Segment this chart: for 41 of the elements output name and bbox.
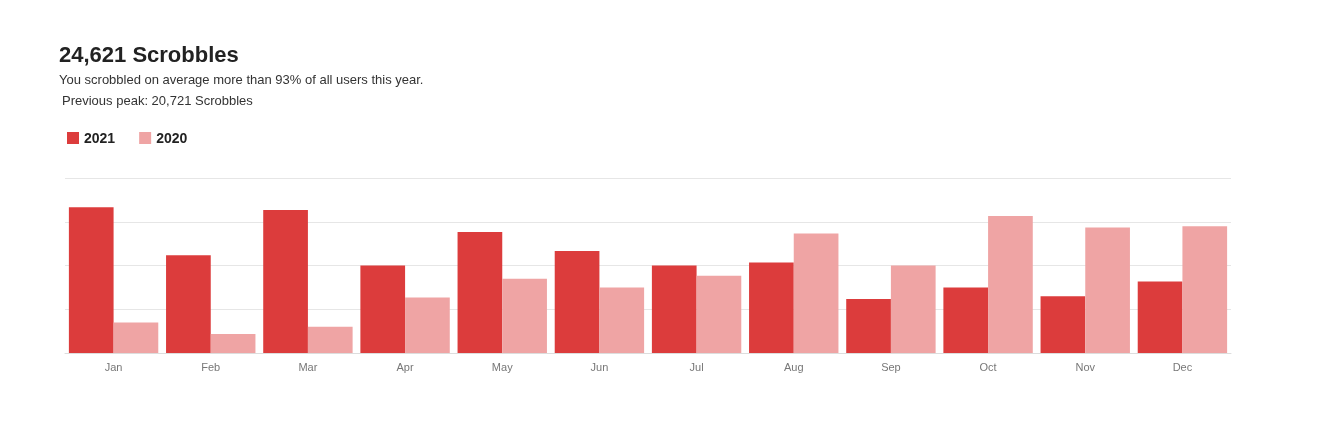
bar bbox=[749, 262, 794, 353]
bar bbox=[166, 255, 211, 353]
bar bbox=[1182, 226, 1228, 353]
bar bbox=[651, 265, 697, 353]
x-tick-label: Apr bbox=[396, 360, 414, 373]
bar bbox=[943, 287, 989, 353]
bar bbox=[210, 334, 256, 353]
x-tick-label: Jun bbox=[590, 360, 609, 373]
text: Previous peak: 20,721 Scrobbles bbox=[62, 93, 254, 108]
bar bbox=[360, 265, 406, 353]
x-tick-label: Feb bbox=[201, 360, 221, 373]
x-tick-label: Jul bbox=[689, 360, 704, 373]
bar bbox=[554, 250, 600, 353]
x-tick-label: Mar bbox=[298, 360, 318, 373]
bar bbox=[457, 231, 503, 353]
chart-subtitle: You scrobbled on average more than 93% of all users this year. bbox=[59, 72, 424, 87]
bar bbox=[263, 210, 308, 353]
bar bbox=[890, 265, 936, 353]
bar bbox=[502, 278, 547, 353]
x-tick-label: Jan bbox=[104, 360, 123, 373]
legend-label: 2021 bbox=[84, 130, 116, 146]
bar bbox=[1137, 281, 1183, 353]
x-tick-label: Dec bbox=[1172, 360, 1193, 373]
bar bbox=[68, 207, 114, 353]
legend-label: 2020 bbox=[156, 130, 188, 146]
bar bbox=[846, 299, 891, 353]
bar bbox=[1040, 296, 1086, 353]
bar bbox=[696, 275, 742, 353]
x-tick-label: Nov bbox=[1075, 360, 1096, 373]
x-tick-label: Sep bbox=[881, 360, 901, 373]
bar bbox=[988, 215, 1033, 353]
bar bbox=[793, 233, 839, 353]
x-tick-label: May bbox=[491, 360, 514, 373]
bar bbox=[307, 326, 353, 353]
x-tick-label: Aug bbox=[783, 360, 804, 373]
bar bbox=[113, 322, 159, 353]
bar bbox=[405, 297, 450, 353]
bar bbox=[1085, 227, 1130, 353]
bar bbox=[599, 287, 645, 353]
chart-title: 24,621 Scrobbles bbox=[59, 41, 239, 67]
x-tick-label: Oct bbox=[979, 360, 997, 373]
